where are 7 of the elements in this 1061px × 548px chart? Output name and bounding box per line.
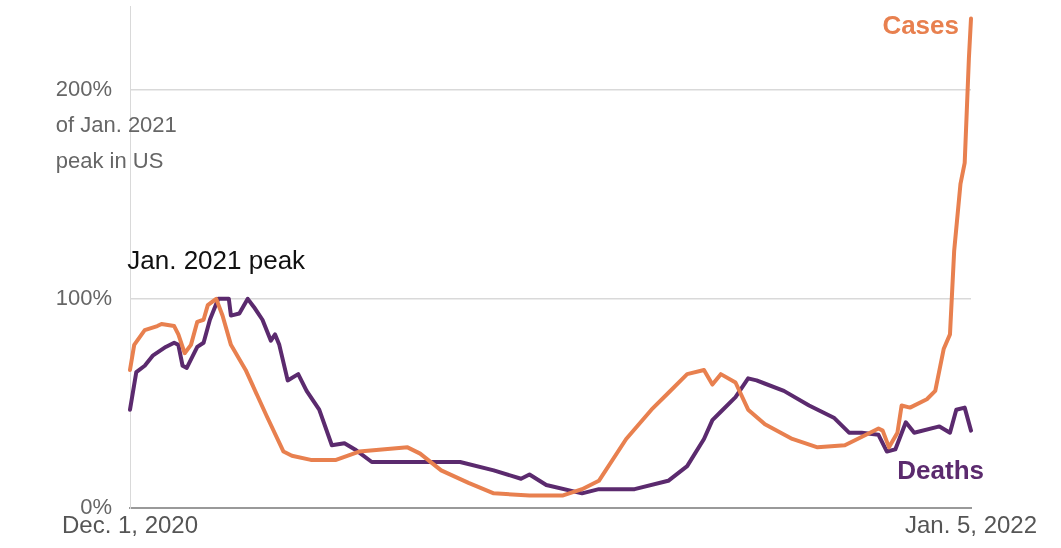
y-tick-label: 200% [55, 75, 112, 101]
x-tick-label: Jan. 5, 2022 [904, 511, 1038, 539]
y-axis-title: of Jan. 2021 peak in US [55, 111, 177, 173]
series-label: Cases [882, 9, 959, 40]
series-label: Deaths [897, 454, 984, 485]
annotation: Jan. 2021 peak [127, 244, 307, 275]
y-tick-label: 100% [55, 284, 112, 310]
